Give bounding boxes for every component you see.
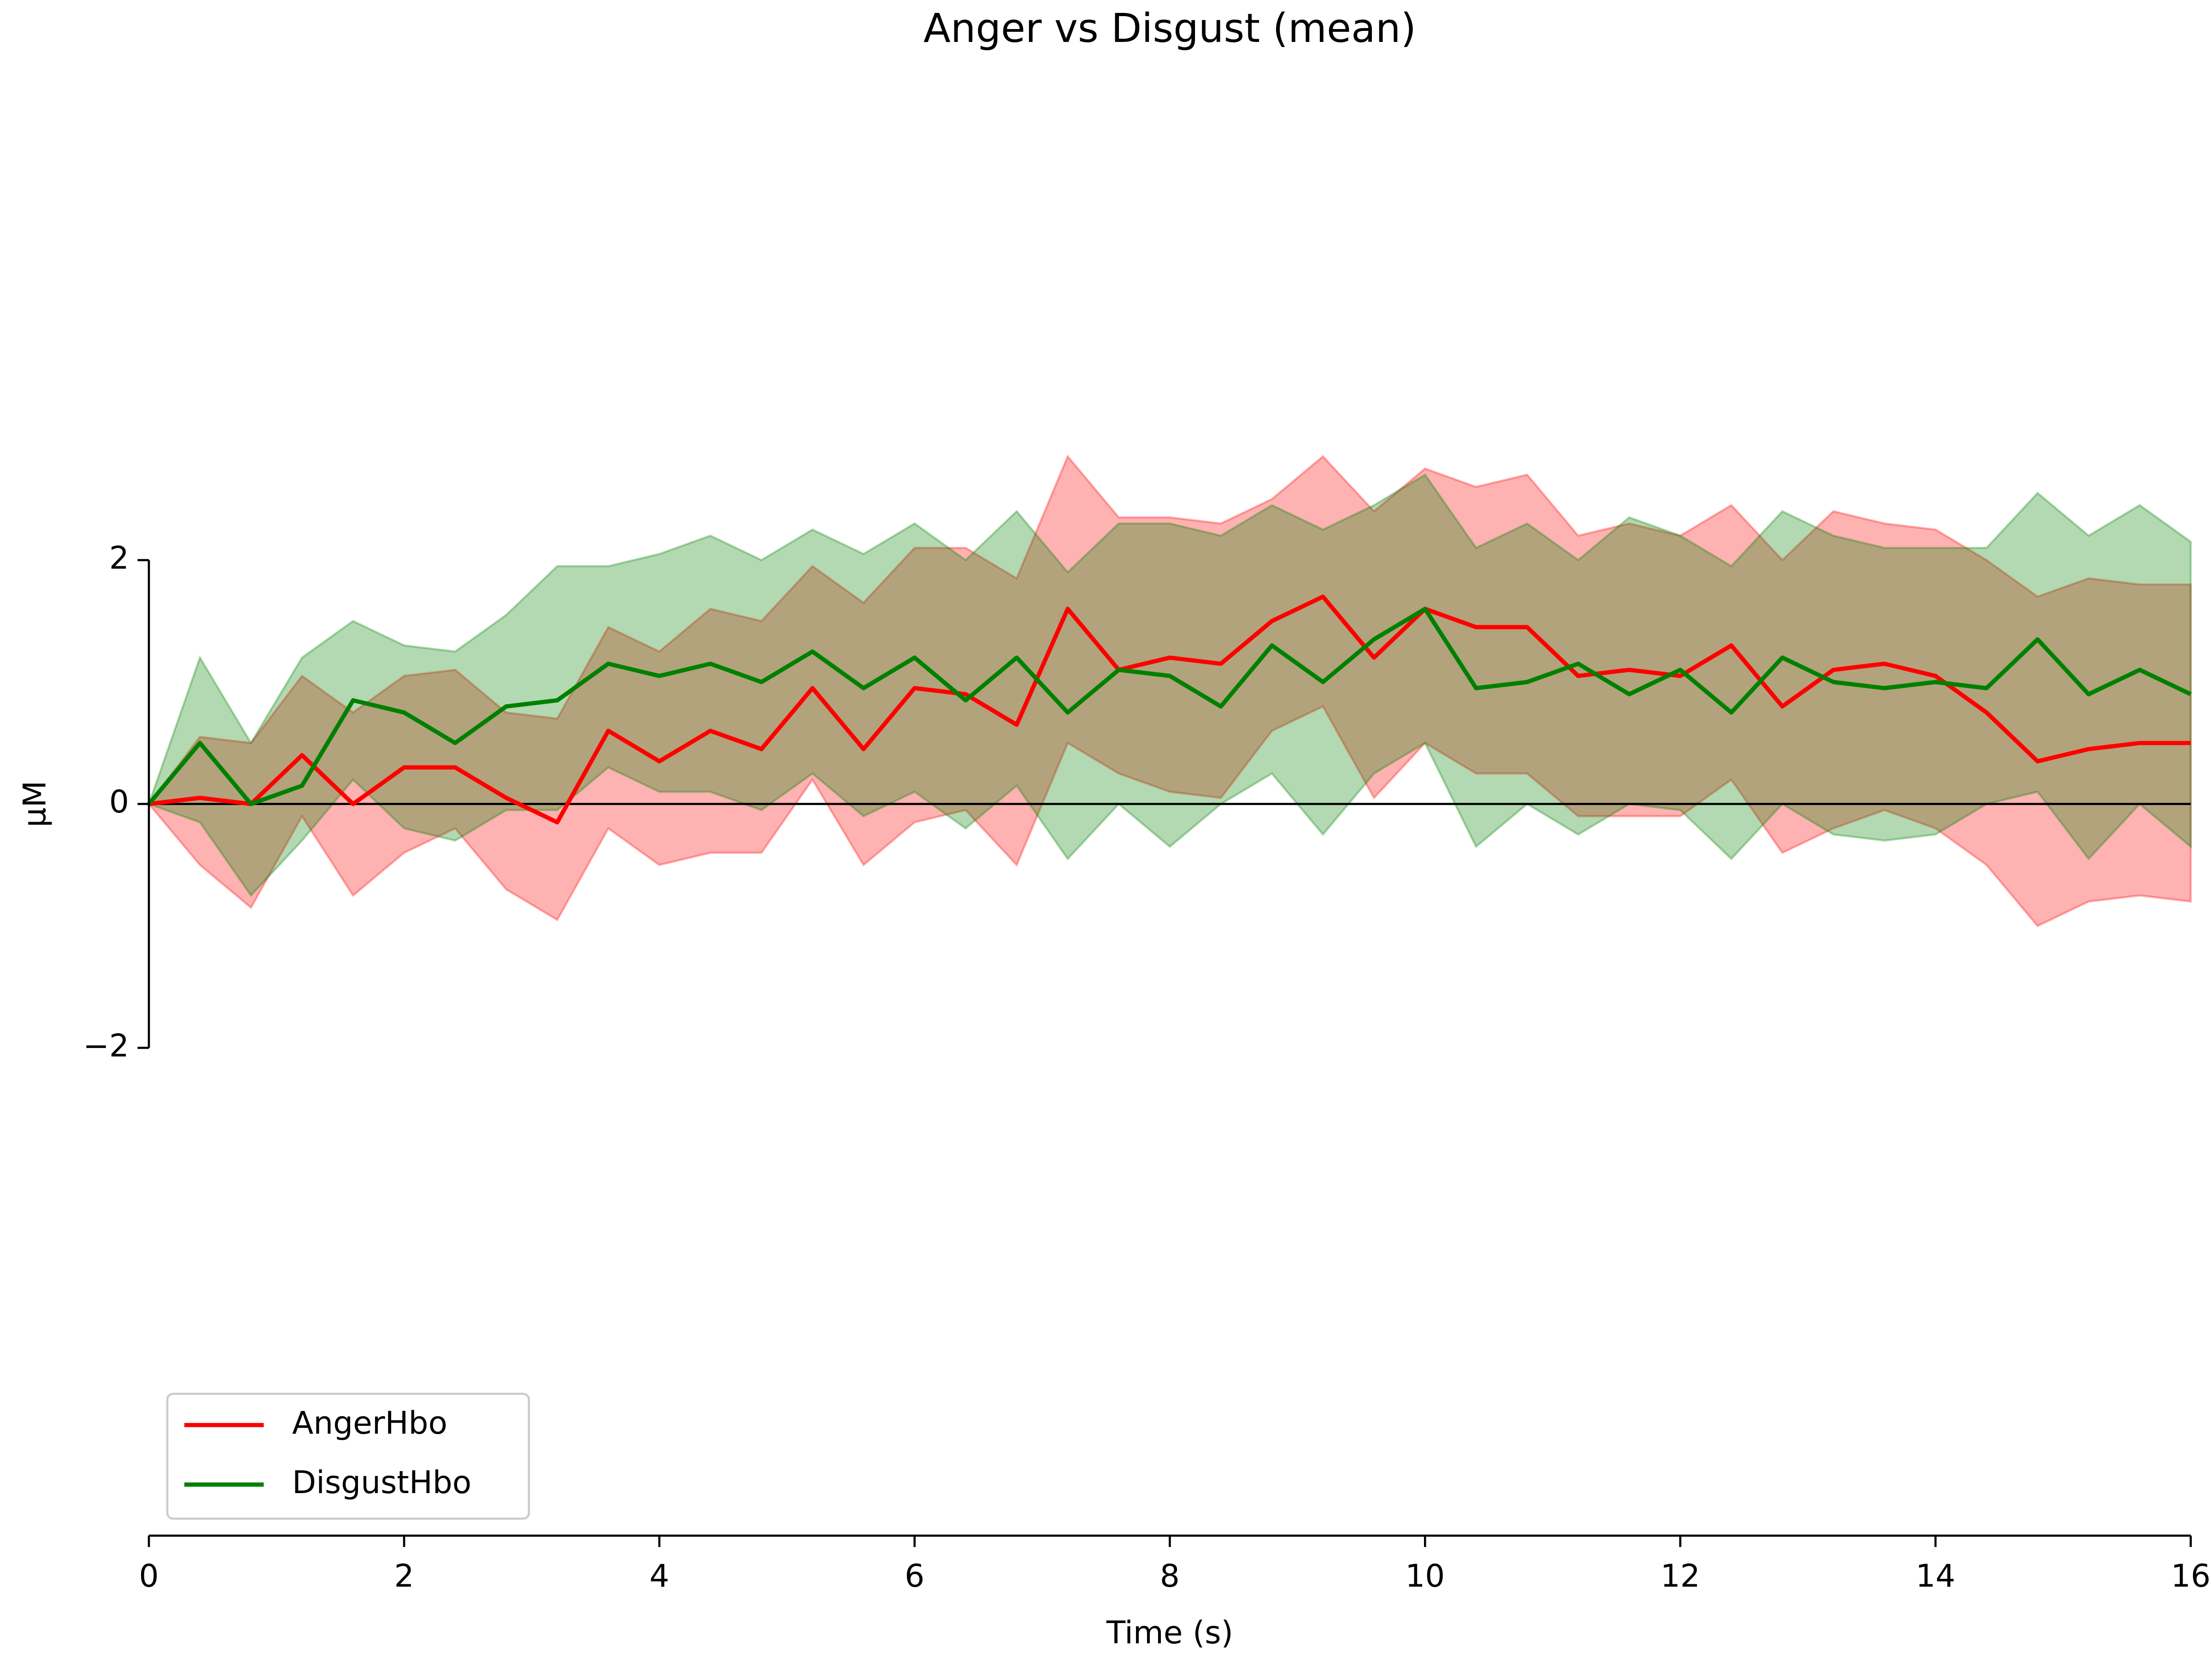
y-axis-label: µM	[17, 781, 53, 827]
y-tick-label: −2	[83, 1027, 129, 1064]
x-tick-label: 2	[394, 1558, 414, 1594]
legend: AngerHbo DisgustHbo	[166, 1393, 530, 1520]
x-tick-label: 4	[649, 1558, 669, 1594]
legend-label: DisgustHbo	[292, 1464, 471, 1500]
y-tick-label: 0	[109, 783, 129, 820]
chart-title: Anger vs Disgust (mean)	[924, 6, 1416, 52]
x-tick-label: 14	[1916, 1558, 1955, 1594]
y-tick-label: 2	[109, 540, 129, 576]
x-axis-label: Time (s)	[1106, 1614, 1233, 1651]
x-tick-label: 12	[1660, 1558, 1700, 1594]
x-tick-label: 10	[1405, 1558, 1445, 1594]
x-tick-label: 6	[905, 1558, 924, 1594]
x-tick-label: 0	[139, 1558, 159, 1594]
x-tick-label: 16	[2171, 1558, 2211, 1594]
x-tick-label: 8	[1160, 1558, 1180, 1594]
mean-line	[147, 606, 2192, 806]
mean-line	[148, 594, 2191, 824]
legend-label: AngerHbo	[292, 1405, 447, 1441]
